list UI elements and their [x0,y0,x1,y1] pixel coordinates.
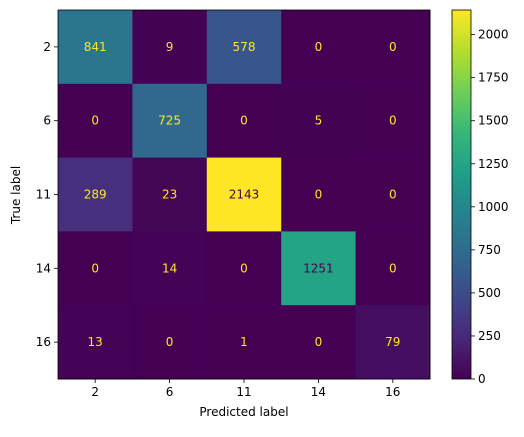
heatmap-cell [355,10,431,85]
heatmap-cell [206,305,282,380]
heatmap-cell [281,231,357,306]
cell-value-label: 289 [84,188,107,202]
cell-value-label: 1 [240,335,248,349]
cell-value-label: 725 [158,114,181,128]
x-axis-label: Predicted label [199,405,288,419]
x-tick-label: 6 [166,385,174,399]
heatmap-cell [355,231,431,306]
heatmap-cells: 841 9 578 0 0 0 725 0 5 0 289 23 2143 0 0 0 14 0 1251 0 13 0 1… [58,10,431,380]
colorbar-tick-label: 750 [478,243,501,257]
colorbar-tick-label: 2000 [478,28,509,42]
y-axis-ticks: 2 6 11 14 16 [36,40,58,349]
heatmap-cell [58,10,133,85]
colorbar-tick-label: 0 [478,372,486,386]
heatmap-cell [58,157,133,232]
heatmap-cell [206,83,282,159]
cell-value-label: 0 [315,40,323,54]
heatmap-cell [58,231,133,306]
cell-value-label: 0 [91,114,99,128]
heatmap-cell [355,157,431,232]
heatmap-cell [58,83,133,159]
x-tick-label: 16 [385,385,400,399]
heatmap-cell [206,157,282,232]
cell-value-label: 9 [166,40,174,54]
heatmap-cell [132,10,208,85]
heatmap-cell [281,305,357,380]
heatmap-cell [281,10,357,85]
y-tick-label: 11 [36,188,51,202]
x-axis-ticks: 2 6 11 14 16 [91,379,400,399]
y-tick-label: 16 [36,335,51,349]
cell-value-label: 5 [315,114,323,128]
heatmap-cell [281,157,357,232]
cell-value-label: 14 [162,261,177,275]
cell-value-label: 0 [166,335,174,349]
colorbar-tick-label: 500 [478,286,501,300]
cell-value-label: 2143 [229,188,260,202]
x-tick-label: 11 [236,385,251,399]
x-tick-label: 14 [311,385,326,399]
cell-value-label: 0 [91,261,99,275]
cell-value-label: 1251 [303,261,334,275]
heatmap-cell [132,157,208,232]
y-tick-label: 14 [36,261,51,275]
cell-value-label: 23 [162,188,177,202]
cell-value-label: 0 [389,261,397,275]
heatmap-cell [206,10,282,85]
cell-value-label: 0 [389,188,397,202]
colorbar-tick-label: 250 [478,329,501,343]
colorbar-tick-label: 1250 [478,157,509,171]
cell-value-label: 13 [88,335,103,349]
cell-value-label: 0 [315,335,323,349]
colorbar [451,9,472,380]
heatmap-cell [58,305,133,380]
x-tick-label: 2 [91,385,99,399]
heatmap-cell [355,83,431,159]
y-tick-label: 2 [43,40,51,54]
colorbar-ticks: 0 250 500 750 1000 1250 1500 1750 2000 [471,28,509,386]
cell-value-label: 841 [84,40,107,54]
heatmap-cell [281,83,357,159]
cell-value-label: 0 [389,40,397,54]
cell-value-label: 578 [233,40,256,54]
cell-value-label: 0 [315,188,323,202]
colorbar-tick-label: 1750 [478,71,509,85]
heatmap-cell [132,305,208,380]
y-axis-label: True label [9,166,23,225]
cell-value-label: 0 [240,261,248,275]
colorbar-tick-label: 1500 [478,114,509,128]
cell-value-label: 0 [240,114,248,128]
heatmap-cell [355,305,431,380]
heatmap-cell [132,83,208,159]
heatmap-cell [132,231,208,306]
cell-value-label: 79 [385,335,400,349]
colorbar-tick-label: 1000 [478,200,509,214]
y-tick-label: 6 [43,114,51,128]
cell-value-label: 0 [389,114,397,128]
heatmap-cell [206,231,282,306]
